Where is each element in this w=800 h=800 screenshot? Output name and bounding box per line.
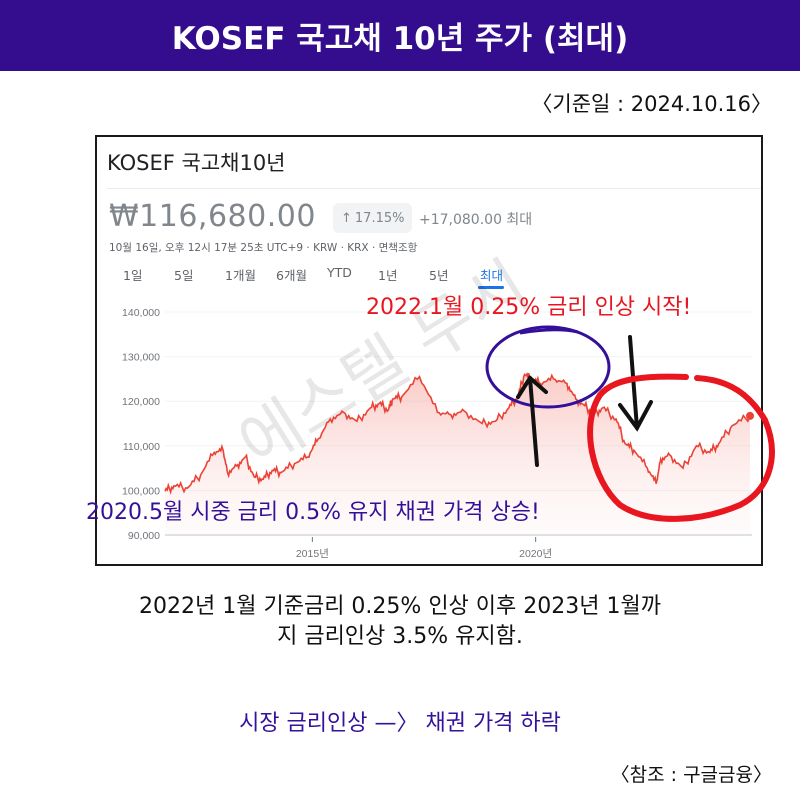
tab-1y[interactable]: 1년: [378, 268, 398, 283]
y-axis-labels: 140,000 130,000 120,000 110,000 100,000 90,00…: [122, 307, 160, 542]
rate-hike-annotation: 2022.1월 0.25% 금리 인상 시작!: [366, 295, 692, 320]
tab-max[interactable]: 최대: [466, 265, 517, 289]
x-tick-label: 2020년: [519, 548, 552, 560]
x-tick-label: 2015년: [296, 548, 329, 560]
tab-5y[interactable]: 5년: [429, 268, 449, 283]
title-banner: KOSEF 국고채 10년 주가 (최대): [0, 0, 800, 71]
y-tick-label: 140,000: [122, 307, 160, 319]
quote-meta: 10월 16일, 오후 12시 17분 25초 UTC+9 · KRW · KR…: [109, 242, 418, 254]
percent-change: 17.15%: [354, 210, 405, 226]
reference-date: 〈기준일 : 2024.10.16〉: [531, 92, 772, 116]
y-tick-label: 100,000: [122, 485, 160, 497]
summary-line-1: 2022년 1월 기준금리 0.25% 인상 이후 2023년 1월까: [139, 594, 661, 619]
absolute-change: +17,080.00 최대: [419, 212, 533, 228]
divider: [107, 188, 761, 189]
tab-6m[interactable]: 6개월: [276, 268, 307, 283]
source-citation: 〈참조 : 구글금융〉: [610, 764, 772, 786]
arrow-up-icon: ↑: [341, 210, 352, 226]
page-title: KOSEF 국고채 10년 주가 (최대): [171, 21, 629, 57]
tab-1d[interactable]: 1일: [123, 268, 143, 283]
percent-change-badge: ↑ 17.15%: [333, 203, 413, 233]
conclusion-text: 시장 금리인상 —〉 채권 가격 하락: [239, 711, 561, 736]
y-tick-label: 90,000: [128, 530, 160, 542]
bond-rise-annotation: 2020.5월 시중 금리 0.5% 유지 채권 가격 상승!: [86, 500, 540, 525]
last-price-dot: [746, 411, 754, 420]
range-tabs: 1일 5일 1개월 6개월 YTD 1년 5년 최대: [109, 265, 517, 289]
x-axis-labels: 2015년 2020년: [296, 537, 552, 560]
summary-text: 2022년 1월 기준금리 0.25% 인상 이후 2023년 1월까 지 금리…: [0, 592, 800, 652]
tab-1m[interactable]: 1개월: [225, 268, 256, 283]
y-tick-label: 130,000: [122, 352, 160, 364]
y-tick-label: 110,000: [123, 441, 160, 453]
current-price: ₩116,680.00: [109, 199, 316, 234]
tab-5d[interactable]: 5일: [174, 268, 194, 283]
tab-ytd[interactable]: YTD: [327, 265, 352, 280]
summary-line-2: 지 금리인상 3.5% 유지함.: [277, 624, 523, 649]
security-name: KOSEF 국고채10년: [107, 151, 286, 175]
y-tick-label: 120,000: [122, 396, 160, 408]
